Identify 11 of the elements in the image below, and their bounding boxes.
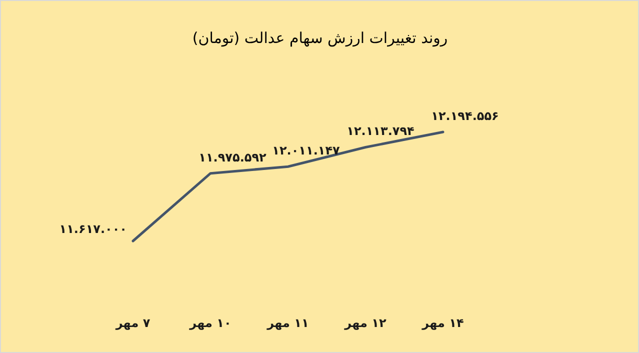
data-label: ۱۱.۹۷۵.۵۹۲ xyxy=(198,150,268,164)
x-tick-label: ۱۲ مهر xyxy=(344,316,387,330)
data-label: ۱۱.۶۱۷.۰۰۰ xyxy=(59,222,127,236)
data-label: ۱۲.۱۱۳.۷۹۴ xyxy=(346,124,414,138)
x-tick-label: ۱۰ مهر xyxy=(188,316,232,330)
x-tick-label: ۱۱ مهر xyxy=(266,316,309,330)
x-tick-label: ۷ مهر xyxy=(114,316,151,330)
data-label: ۱۲.۰۱۱.۱۴۷ xyxy=(272,144,341,158)
data-label: ۱۲.۱۹۴.۵۵۶ xyxy=(431,109,499,123)
x-tick-label: ۱۴ مهر xyxy=(421,316,464,330)
chart-title: روند تغییرات ارزش سهام عدالت (تومان) xyxy=(192,29,448,47)
